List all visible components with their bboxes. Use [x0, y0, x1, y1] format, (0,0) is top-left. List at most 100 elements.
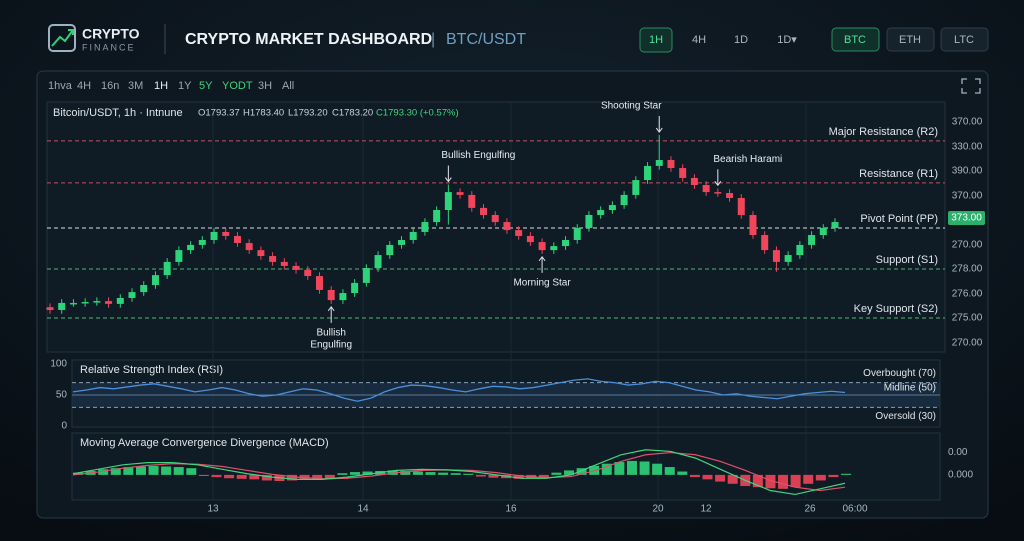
- candle-body: [46, 307, 54, 311]
- macd-histogram-bar: [488, 474, 499, 478]
- asset-label[interactable]: ETH: [899, 34, 921, 46]
- macd-histogram-bar: [425, 472, 436, 475]
- range-button[interactable]: 3H: [258, 80, 272, 92]
- rsi-tick-label: 100: [50, 359, 67, 370]
- range-button[interactable]: All: [282, 80, 294, 92]
- range-button[interactable]: YODT: [222, 80, 253, 92]
- candle-body: [269, 256, 277, 262]
- macd-histogram-bar: [538, 474, 549, 478]
- x-axis-label: 20: [652, 504, 664, 515]
- timeframe-tab[interactable]: 4H: [692, 34, 706, 46]
- macd-histogram-bar: [463, 473, 474, 475]
- range-button[interactable]: 4H: [77, 80, 91, 92]
- candle-body: [386, 244, 394, 256]
- candle-body: [58, 302, 66, 311]
- pair: BTC/USDT: [446, 31, 526, 48]
- macd-histogram-bar: [349, 472, 360, 475]
- candle-body: [397, 239, 405, 245]
- macd-histogram-bar: [261, 474, 272, 481]
- timeframe-tab[interactable]: 1D▾: [777, 34, 797, 46]
- macd-histogram-bar: [211, 474, 222, 478]
- candle-body: [632, 180, 640, 195]
- asset-label[interactable]: BTC: [844, 34, 866, 46]
- asset-button[interactable]: [940, 27, 989, 52]
- macd-histogram-bar: [412, 471, 423, 475]
- rsi-level-label: Overbought (70): [863, 368, 936, 379]
- annotation-arrowhead: [444, 177, 452, 183]
- candle-body: [585, 214, 593, 228]
- logo-icon: [48, 24, 76, 52]
- asset-button[interactable]: [886, 27, 935, 52]
- macd-histogram-bar: [362, 471, 373, 475]
- range-button[interactable]: 1H: [154, 80, 168, 92]
- macd-histogram-bar: [224, 474, 235, 479]
- timeframe-tab[interactable]: 1H: [649, 34, 663, 46]
- candle-body: [374, 255, 382, 269]
- candle-body: [608, 205, 616, 211]
- candle-body: [644, 165, 652, 181]
- candle-body: [140, 285, 148, 293]
- candle-body: [151, 275, 159, 286]
- macd-histogram-bar: [639, 461, 650, 475]
- macd-histogram-bar: [236, 474, 247, 479]
- candle-body: [784, 255, 792, 262]
- candle-body: [409, 231, 417, 240]
- macd-histogram-bar: [564, 470, 575, 475]
- rsi-tick-label: 0: [61, 421, 67, 432]
- price-axis-label: 270.00: [952, 240, 983, 251]
- macd-histogram-bar: [677, 471, 688, 475]
- candle-body: [491, 214, 499, 223]
- macd-histogram-bar: [803, 474, 814, 484]
- asset-label[interactable]: LTC: [954, 34, 974, 46]
- timeframe-tab[interactable]: 1D: [734, 34, 748, 46]
- macd-histogram-bar: [186, 468, 197, 475]
- level-label: Resistance (R1): [859, 168, 938, 180]
- candle-body: [550, 246, 558, 251]
- tab-active[interactable]: [639, 27, 673, 53]
- candle-body: [81, 302, 89, 304]
- macd-histogram-bar: [450, 473, 461, 475]
- candle-body: [444, 192, 452, 211]
- price-axis-label: 390.00: [952, 166, 983, 177]
- rsi-line: [72, 378, 846, 402]
- macd-histogram-bar: [727, 474, 738, 484]
- macd-histogram-bar: [664, 467, 675, 475]
- range-button[interactable]: 1Y: [178, 80, 192, 92]
- candle-body: [726, 193, 734, 198]
- candle-body: [819, 227, 827, 236]
- candle-body: [503, 222, 511, 231]
- macd-histogram-bar: [438, 472, 449, 475]
- annotation-label: Bearish Harami: [713, 154, 782, 165]
- range-button[interactable]: 3M: [128, 80, 143, 92]
- level-label: Support (S1): [876, 254, 938, 266]
- separator: |: [431, 31, 435, 48]
- candle-body: [796, 244, 804, 256]
- candle-body: [233, 235, 241, 244]
- range-button[interactable]: 16n: [101, 80, 119, 92]
- macd-histogram-bar: [198, 474, 209, 476]
- macd-histogram-bar: [626, 460, 637, 475]
- macd-histogram-bar: [312, 474, 323, 480]
- macd-histogram-bar: [337, 473, 348, 475]
- asset-button[interactable]: [831, 27, 880, 52]
- candle-body: [573, 227, 581, 240]
- candle-body: [245, 243, 253, 251]
- logo-text: CRYPTO: [82, 26, 140, 42]
- candle-body: [128, 292, 136, 298]
- level-label: Pivot Point (PP): [860, 213, 938, 225]
- candle-body: [655, 160, 663, 166]
- candle-body: [737, 197, 745, 215]
- macd-histogram-bar: [110, 468, 121, 475]
- candle-body: [538, 242, 546, 251]
- macd-histogram-bar: [614, 462, 625, 475]
- price-axis-label: 275.00: [952, 313, 983, 324]
- annotation-label: Morning Star: [513, 278, 571, 289]
- candle-body: [468, 194, 476, 208]
- macd-histogram-bar: [400, 470, 411, 475]
- candle-body: [105, 301, 113, 304]
- candle-body: [456, 192, 464, 195]
- range-button[interactable]: 1hva: [48, 80, 73, 92]
- macd-histogram-bar: [790, 474, 801, 488]
- macd-histogram-bar: [778, 474, 789, 489]
- range-button[interactable]: 5Y: [199, 80, 213, 92]
